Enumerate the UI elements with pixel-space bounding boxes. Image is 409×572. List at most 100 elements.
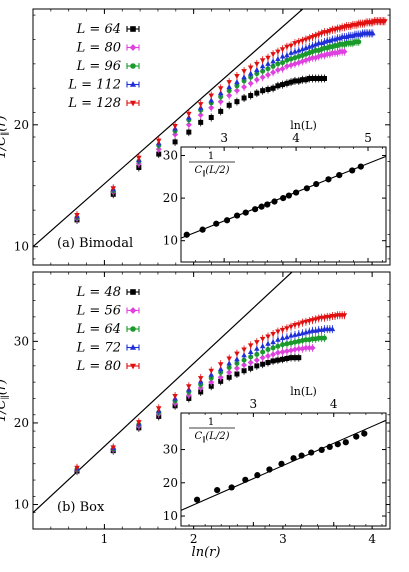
- data-point: [234, 74, 240, 80]
- data-point: [299, 38, 306, 44]
- inset-data-point: [266, 466, 273, 473]
- data-point: [312, 33, 319, 39]
- data-point: [270, 52, 276, 58]
- data-point: [275, 55, 281, 61]
- data-point: [260, 349, 266, 355]
- x-tick-label: 3: [279, 532, 287, 546]
- data-point: [274, 66, 281, 73]
- data-point: [319, 75, 325, 81]
- inset-data-point: [292, 189, 300, 196]
- y-axis-label: 1/C∥(r): [0, 115, 11, 158]
- data-point: [275, 357, 281, 363]
- data-point: [260, 361, 266, 367]
- data-point: [233, 365, 240, 372]
- data-point: [288, 355, 294, 361]
- data-point: [279, 47, 286, 53]
- legend: L = 64 L = 80 L = 96 L = 112 L = 128: [67, 22, 140, 111]
- data-point: [74, 213, 80, 219]
- data-point: [284, 341, 290, 347]
- data-point: [156, 406, 162, 412]
- inset-data-point: [357, 163, 364, 170]
- data-point: [284, 44, 290, 50]
- data-point: [265, 360, 271, 366]
- inset-frame: [180, 146, 387, 263]
- data-point: [217, 374, 224, 381]
- inset-data-point: [361, 430, 368, 437]
- inset-data-point: [234, 212, 241, 219]
- data-point: [259, 343, 266, 349]
- data-point: [156, 138, 162, 144]
- legend-label: L = 96: [76, 59, 121, 74]
- data-point: [234, 360, 240, 366]
- data-point: [303, 37, 309, 43]
- data-point: [321, 335, 327, 341]
- data-point: [306, 344, 313, 351]
- legend-marker: [130, 326, 136, 332]
- data-point: [241, 347, 247, 353]
- data-point: [248, 365, 254, 371]
- inset-x-tick-label: 5: [364, 131, 372, 145]
- data-point: [208, 114, 214, 120]
- data-point: [264, 353, 271, 360]
- inset-x-tick-label: 3: [250, 397, 258, 411]
- inset-data-point: [258, 203, 265, 210]
- inset-ylabel-denominator: C∥(L/2): [194, 431, 229, 444]
- data-point: [275, 61, 281, 67]
- data-point: [247, 348, 254, 354]
- data-point: [74, 465, 80, 471]
- series-l80: [74, 311, 348, 472]
- data-point: [356, 39, 362, 45]
- data-point: [226, 92, 233, 99]
- legend-marker: [130, 289, 136, 295]
- data-point: [291, 346, 298, 353]
- data-point: [284, 334, 290, 340]
- data-point: [309, 35, 316, 41]
- legend-marker: [129, 44, 137, 51]
- data-point: [265, 334, 271, 340]
- inset-x-tick-label: 3: [220, 131, 228, 145]
- data-point: [136, 155, 142, 161]
- data-point: [254, 61, 260, 67]
- data-point: [280, 342, 286, 348]
- inset-y-tick-label: 30: [163, 443, 178, 457]
- data-point: [275, 329, 281, 335]
- data-point: [217, 90, 224, 96]
- data-point: [270, 58, 276, 64]
- data-point: [247, 70, 254, 76]
- data-point: [198, 389, 204, 395]
- inset-y-tick-label: 10: [163, 509, 178, 523]
- data-point: [218, 108, 224, 114]
- data-point: [284, 57, 290, 63]
- data-point: [270, 332, 276, 338]
- legend-label: L = 48: [76, 285, 121, 300]
- data-point: [254, 66, 260, 72]
- inset-data-point: [336, 172, 343, 179]
- data-point: [309, 344, 316, 351]
- data-point: [247, 359, 254, 366]
- data-point: [248, 93, 254, 99]
- data-point: [197, 102, 204, 108]
- legend: L = 48 L = 56 L = 64 L = 72 L = 80: [76, 285, 140, 374]
- legend-marker: [129, 81, 137, 87]
- series-l112: [74, 29, 376, 221]
- data-points: [74, 311, 348, 476]
- data-point: [254, 351, 260, 357]
- data-point: [234, 371, 240, 377]
- data-point: [208, 379, 215, 386]
- data-point: [292, 323, 298, 329]
- data-point: [110, 186, 116, 192]
- data-point: [288, 43, 294, 49]
- data-point: [303, 77, 309, 83]
- inset-data-point: [193, 496, 201, 503]
- inset-y-tick-label: 20: [163, 476, 178, 490]
- data-point: [292, 355, 298, 361]
- data-point: [329, 326, 336, 332]
- data-point: [296, 39, 302, 45]
- inset-data-point: [308, 449, 315, 456]
- inset-y-tick-label: 30: [163, 149, 178, 163]
- inset-data-point: [342, 439, 349, 446]
- legend-label: L = 64: [76, 322, 121, 337]
- data-point: [288, 56, 294, 62]
- inset-x-tick-label: 4: [330, 397, 338, 411]
- data-point: [226, 102, 232, 108]
